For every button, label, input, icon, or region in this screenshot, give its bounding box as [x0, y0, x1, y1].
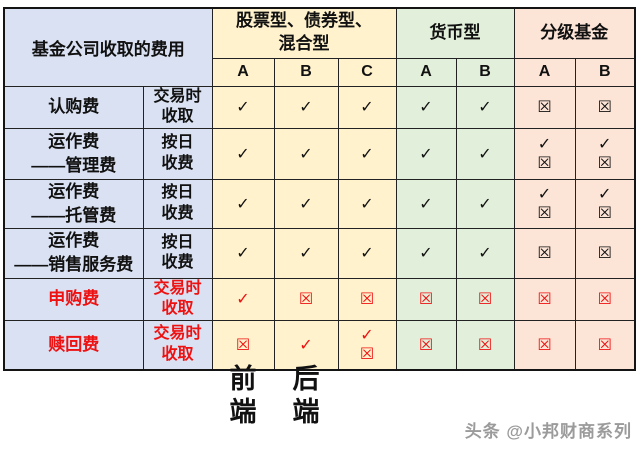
mark-cell: ✓ ☒ — [337, 320, 397, 371]
mark-cell: ✓ ☒ — [513, 128, 576, 181]
mark-cell: ☒ — [513, 277, 576, 322]
mark-cell: ☒ — [513, 85, 576, 130]
fee-name-cell: 运作费 ——销售服务费 — [3, 228, 144, 279]
mark-cell: ✓ — [455, 228, 515, 279]
mark-cell: ✓ — [455, 85, 515, 130]
subcol-money-b: B — [455, 57, 515, 87]
subcolumn-header-row: A B C A B A B — [4, 57, 636, 87]
mark-cell: ✓ — [273, 228, 339, 279]
mark-cell: ✓ ☒ — [574, 128, 636, 181]
fund-fee-table: 基金公司收取的费用 股票型、债券型、 混合型 货币型 分级基金 A B C A … — [3, 7, 636, 371]
subcol-equity-b: B — [273, 57, 339, 87]
mark-cell-front-end: ✓ — [211, 277, 275, 322]
mark-cell: ☒ — [574, 228, 636, 279]
row-purchase-fee: 申购费 交易时 收取 ✓ ☒ ☒ ☒ ☒ ☒ ☒ — [3, 277, 636, 322]
fee-name-cell: 运作费 ——管理费 — [3, 128, 144, 181]
mark-cell: ☒ — [395, 277, 457, 322]
fee-name-cell: 认购费 — [3, 85, 144, 130]
group-header-graded-fund: 分级基金 — [513, 7, 636, 59]
mark-cell: ✓ — [211, 85, 275, 130]
mark-cell: ✓ — [337, 85, 397, 130]
mark-cell: ✓ — [395, 179, 457, 230]
mark-cell: ☒ — [337, 277, 397, 322]
mark-cell: ✓ — [211, 228, 275, 279]
row-redemption-fee: 赎回费 交易时 收取 ☒ ✓ ✓ ☒ ☒ ☒ ☒ ☒ — [3, 320, 636, 371]
mark-cell: ✓ — [337, 228, 397, 279]
charge-method-cell: 按日 收费 — [142, 128, 213, 181]
mark-cell: ☒ — [395, 320, 457, 371]
mark-cell-back-end: ☒ — [273, 277, 339, 322]
mark-cell: ☒ — [574, 85, 636, 130]
mark-cell: ☒ — [455, 320, 515, 371]
subcol-graded-b: B — [574, 57, 636, 87]
subcol-equity-c: C — [337, 57, 397, 87]
charge-method-cell: 按日 收费 — [142, 179, 213, 230]
mark-cell: ☒ — [574, 320, 636, 371]
mark-cell-back-end: ✓ — [273, 320, 339, 371]
group-header-row: 基金公司收取的费用 股票型、债券型、 混合型 货币型 分级基金 — [3, 7, 636, 87]
mark-cell: ✓ — [455, 128, 515, 181]
mark-cell: ✓ ☒ — [574, 179, 636, 230]
subcol-graded-a: A — [513, 57, 576, 87]
group-header-money-market: 货币型 — [395, 7, 515, 59]
mark-cell: ✓ — [395, 228, 457, 279]
mark-cell: ✓ — [273, 128, 339, 181]
row-subscription-fee: 认购费 交易时 收取 ✓ ✓ ✓ ✓ ✓ ☒ ☒ — [3, 85, 636, 130]
front-end-label: 前 端 — [229, 364, 257, 427]
row-sales-service-fee: 运作费 ——销售服务费 按日 收费 ✓ ✓ ✓ ✓ ✓ ☒ ☒ — [3, 228, 636, 279]
charge-method-cell: 按日 收费 — [142, 228, 213, 279]
group-header-equity-bond-mixed: 股票型、债券型、 混合型 — [211, 7, 397, 59]
subcol-equity-a: A — [211, 57, 275, 87]
mark-cell: ☒ — [455, 277, 515, 322]
fee-name-cell: 运作费 ——托管费 — [3, 179, 144, 230]
row-custody-fee: 运作费 ——托管费 按日 收费 ✓ ✓ ✓ ✓ ✓ ✓ ☒ ✓ ☒ — [3, 179, 636, 230]
mark-cell: ☒ — [513, 228, 576, 279]
charge-method-cell: 交易时 收取 — [142, 320, 213, 371]
mark-cell: ☒ — [574, 277, 636, 322]
mark-cell: ✓ — [337, 128, 397, 181]
mark-cell: ✓ — [211, 128, 275, 181]
mark-cell: ✓ ☒ — [513, 179, 576, 230]
charge-method-cell: 交易时 收取 — [142, 85, 213, 130]
back-end-label: 后 端 — [292, 364, 320, 427]
fee-name-cell: 申购费 — [3, 277, 144, 322]
mark-cell: ✓ — [337, 179, 397, 230]
mark-cell: ✓ — [211, 179, 275, 230]
mark-cell: ✓ — [455, 179, 515, 230]
mark-cell: ✓ — [395, 128, 457, 181]
mark-cell: ✓ — [395, 85, 457, 130]
mark-cell: ☒ — [513, 320, 576, 371]
fee-name-cell: 赎回费 — [3, 320, 144, 371]
toutiao-watermark: 头条 @小邦财商系列 — [464, 422, 632, 441]
row-management-fee: 运作费 ——管理费 按日 收费 ✓ ✓ ✓ ✓ ✓ ✓ ☒ ✓ ☒ — [3, 128, 636, 181]
mark-cell: ✓ — [273, 179, 339, 230]
mark-cell: ✓ — [273, 85, 339, 130]
table-title: 基金公司收取的费用 — [3, 7, 213, 87]
subcol-money-a: A — [395, 57, 457, 87]
charge-method-cell: 交易时 收取 — [142, 277, 213, 322]
